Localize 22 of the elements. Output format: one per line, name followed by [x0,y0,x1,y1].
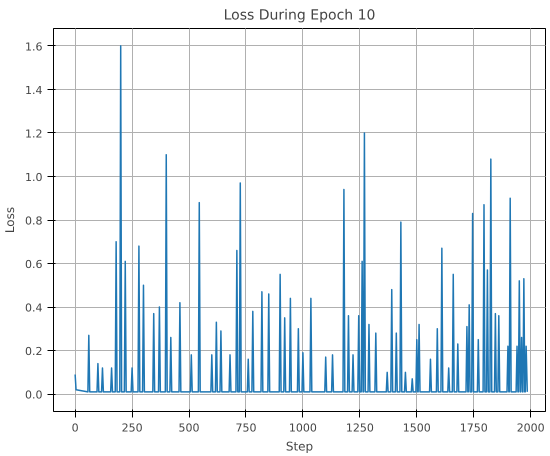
y-tick-label: 0.0 [25,388,43,402]
y-tick-label: 1.6 [25,40,43,54]
y-tick-label: 1.2 [25,127,43,140]
y-tick-label: 0.8 [25,214,43,228]
x-axis-title: Step [286,440,314,454]
chart-title: Loss During Epoch 10 [224,8,376,24]
x-tick-label: 0 [72,422,79,434]
x-tick-label: 500 [178,422,200,434]
y-tick-label: 1.4 [25,84,43,97]
x-tick-label: 250 [122,422,143,434]
x-tick-label: 1000 [288,422,317,434]
x-tick-label: 1250 [346,422,374,434]
x-tick-label: 1750 [460,422,488,434]
y-tick-label: 0.4 [25,302,43,315]
x-tick-label: 750 [235,422,256,434]
line-series [74,45,528,393]
y-tick-label: 0.2 [25,345,43,358]
y-tick-label: 0.6 [25,258,43,272]
x-tick-label: 1500 [402,422,431,434]
y-axis-title: Loss [3,206,18,234]
x-tick-label: 2000 [516,422,545,434]
y-tick-label: 1.0 [25,170,43,184]
